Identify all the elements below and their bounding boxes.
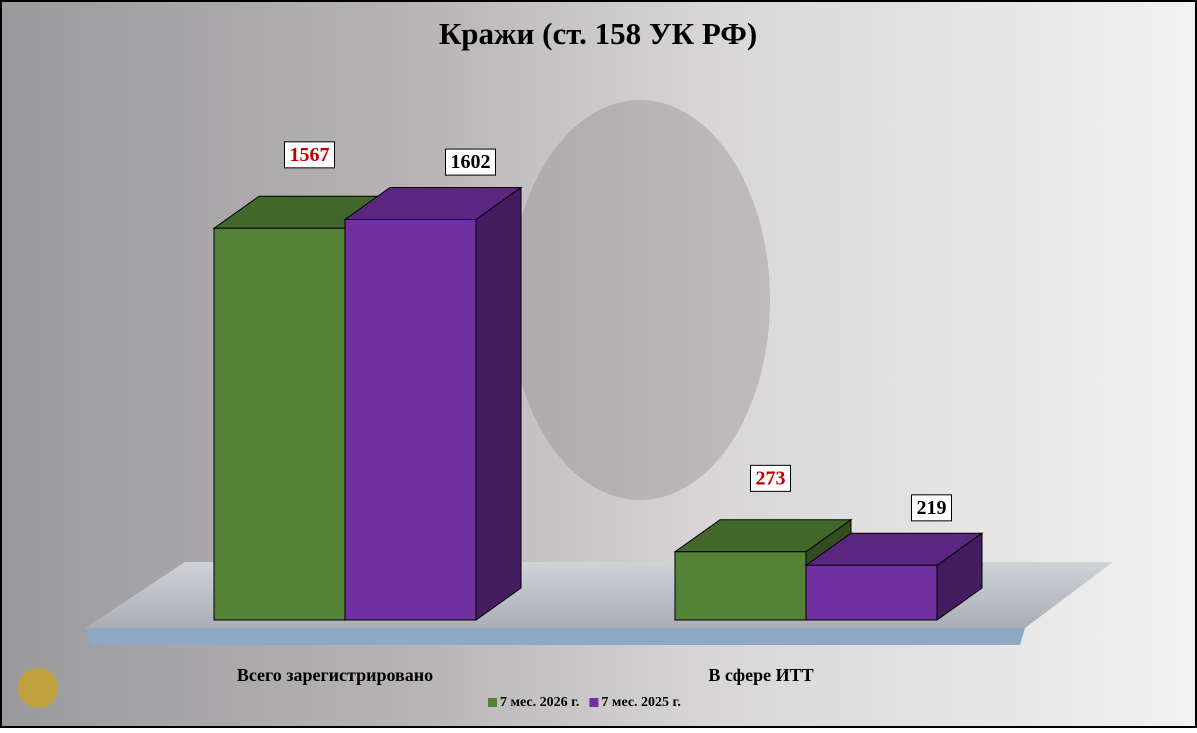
bar-front <box>213 227 346 621</box>
value-label: 273 <box>756 467 786 489</box>
bar <box>804 532 984 621</box>
floor-edge <box>85 628 1025 645</box>
value-label-box <box>750 464 791 492</box>
value-label-box <box>445 148 496 176</box>
bar-front <box>344 219 477 621</box>
x-tick-label: Всего зарегистрировано <box>237 665 433 685</box>
legend-label: 7 мес. 2026 г. <box>500 695 579 710</box>
bar-front <box>805 564 938 621</box>
bar-front <box>674 551 807 621</box>
bar <box>343 186 523 621</box>
x-tick-label: В сфере ИТТ <box>708 665 813 685</box>
chart-title: Кражи (ст. 158 УК РФ) <box>439 16 757 51</box>
value-label: 1602 <box>451 151 491 173</box>
legend-label: 7 мес. 2025 г. <box>601 695 680 710</box>
legend-swatch <box>488 698 497 707</box>
value-label-box <box>284 141 335 169</box>
value-label: 219 <box>917 497 947 519</box>
photo-shape <box>510 100 770 500</box>
bar-side <box>475 186 522 621</box>
legend-swatch <box>589 698 599 707</box>
value-label: 1567 <box>290 144 330 166</box>
emblem <box>18 668 58 708</box>
value-label-box <box>911 494 952 522</box>
